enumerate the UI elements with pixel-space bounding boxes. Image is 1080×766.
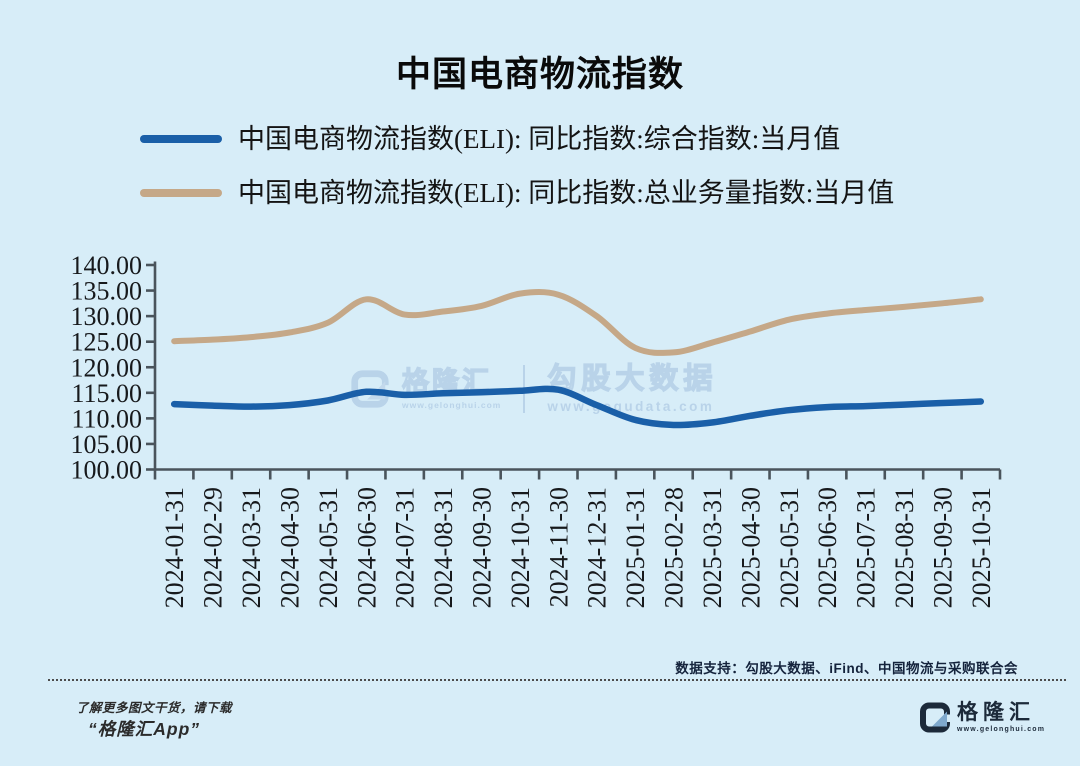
y-tick-label: 120.00	[71, 353, 143, 382]
y-tick-label: 135.00	[71, 277, 143, 306]
x-tick-label: 2025-04-30	[736, 487, 765, 608]
y-tick-label: 130.00	[71, 302, 143, 331]
promo-text-line2: “格隆汇App”	[88, 719, 201, 739]
legend-label-volume: 中国电商物流指数(ELI): 同比指数:总业务量指数:当月值	[238, 177, 895, 208]
x-tick-label: 2024-01-31	[160, 487, 189, 608]
x-tick-label: 2024-11-30	[544, 487, 573, 607]
x-tick-label: 2024-05-31	[314, 487, 343, 608]
watermark-partner-text: 勾股大数据	[547, 362, 718, 395]
x-tick-label: 2025-08-31	[890, 487, 919, 608]
x-tick-label: 2024-12-31	[583, 487, 612, 608]
y-tick-label: 140.00	[71, 251, 143, 280]
gelonghui-logo-text-block: 格隆汇 www.gelonghui.com	[957, 701, 1045, 733]
legend-swatch-volume	[140, 189, 222, 197]
x-tick-label: 2025-09-30	[928, 487, 957, 608]
gelonghui-logo-text: 格隆汇	[957, 701, 1035, 724]
x-tick-label: 2025-01-31	[621, 487, 650, 608]
gelonghui-logo: 格隆汇 www.gelonghui.com	[920, 701, 1045, 734]
x-tick-label: 2024-08-31	[429, 487, 458, 608]
x-tick-label: 2025-02-28	[660, 487, 689, 608]
x-tick-label: 2025-10-31	[967, 487, 996, 608]
watermark-brand-url: www.gelonghui.com	[402, 400, 502, 411]
data-support-note: 数据支持：勾股大数据、iFind、中国物流与采购联合会	[675, 661, 1018, 676]
series-line-1	[171, 289, 984, 356]
y-tick-label: 115.00	[71, 379, 142, 408]
series-line-0	[170, 385, 985, 429]
gelonghui-logo-icon	[920, 702, 950, 733]
x-tick-label: 2024-02-29	[199, 487, 228, 608]
x-tick-label: 2025-05-31	[775, 487, 804, 608]
dotted-divider	[48, 679, 1066, 681]
x-tick-label: 2024-10-31	[506, 487, 535, 608]
chart-title: 中国电商物流指数	[395, 55, 684, 94]
promo-text-line1: 了解更多图文干货，请下载	[76, 701, 233, 715]
legend-swatch-composite	[140, 135, 222, 143]
x-tick-label: 2025-03-31	[698, 487, 727, 608]
x-tick-label: 2024-09-30	[468, 487, 497, 608]
legend-item-composite: 中国电商物流指数(ELI): 同比指数:综合指数:当月值	[140, 120, 894, 158]
x-tick-label: 2024-04-30	[275, 487, 304, 608]
legend: 中国电商物流指数(ELI): 同比指数:综合指数:当月值 中国电商物流指数(EL…	[140, 120, 894, 228]
y-tick-label: 105.00	[71, 430, 143, 459]
axis-lines	[153, 261, 1000, 471]
x-tick-label: 2024-06-30	[352, 487, 381, 608]
legend-label-composite: 中国电商物流指数(ELI): 同比指数:综合指数:当月值	[238, 123, 841, 154]
gelonghui-logo-url: www.gelonghui.com	[957, 726, 1046, 734]
x-tick-label: 2024-07-31	[391, 487, 420, 608]
x-tick-label: 2024-03-31	[237, 487, 266, 608]
x-tick-label: 2025-06-30	[813, 487, 842, 608]
x-tick-label: 2025-07-31	[852, 487, 881, 608]
legend-item-volume: 中国电商物流指数(ELI): 同比指数:总业务量指数:当月值	[140, 174, 894, 212]
y-tick-label: 125.00	[71, 328, 143, 357]
y-tick-label: 110.00	[71, 404, 142, 433]
y-tick-label: 100.00	[71, 456, 143, 485]
